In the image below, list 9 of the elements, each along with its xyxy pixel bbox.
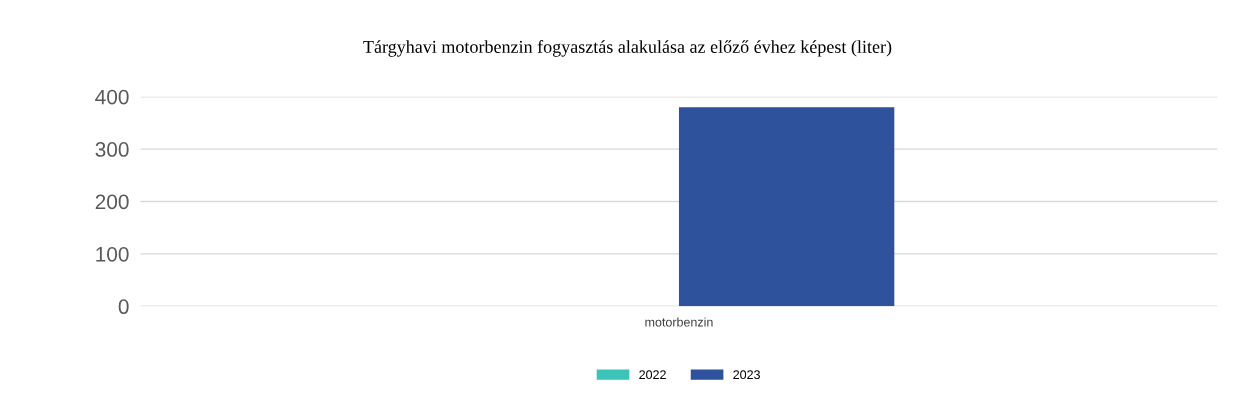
y-tick-label: 200 (95, 194, 129, 210)
x-tick-label: motorbenzin (645, 317, 713, 327)
y-tick-label: 0 (118, 299, 129, 315)
chart-title: Tárgyhavi motorbenzin fogyasztás alakulása az előző évhez képest (liter) (363, 40, 892, 57)
legend-label: 2023 (733, 370, 760, 380)
y-tick-label: 100 (96, 246, 129, 262)
legend-label: 2022 (639, 370, 666, 380)
y-tick-label: 300 (95, 142, 129, 157)
y-tick-label: 400 (95, 89, 129, 105)
